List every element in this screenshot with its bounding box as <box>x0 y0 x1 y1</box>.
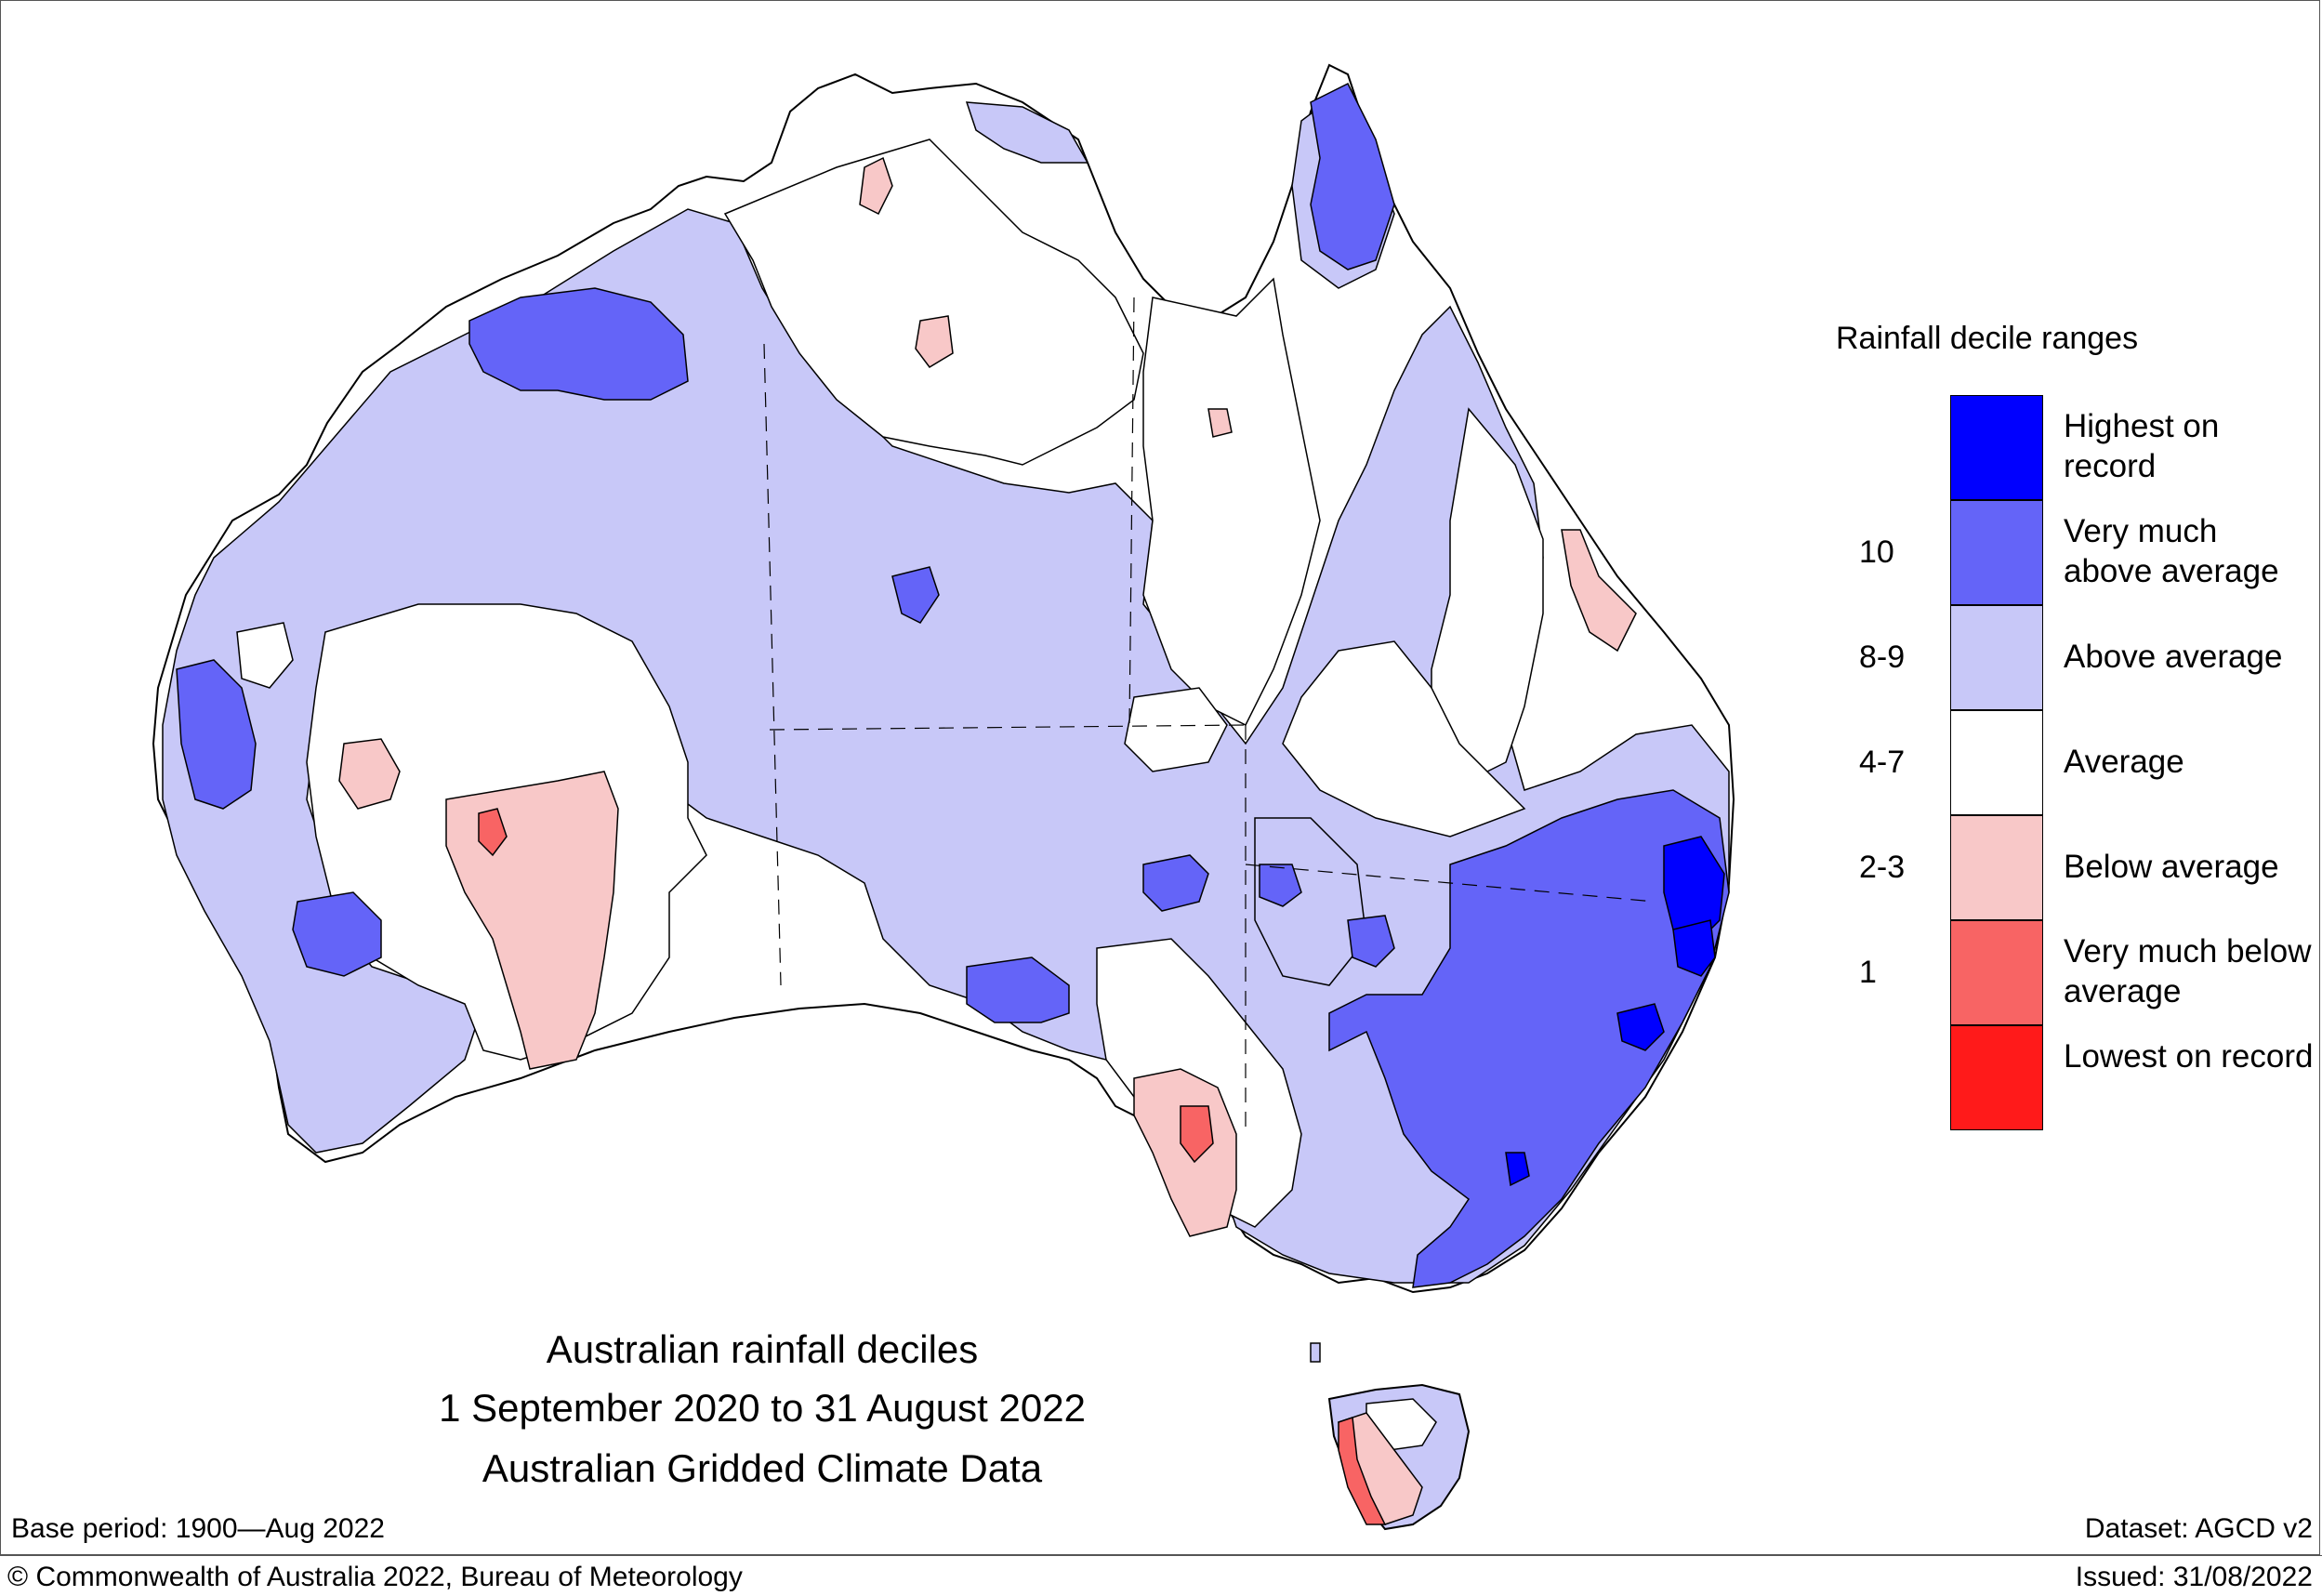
map-frame <box>0 0 2320 1555</box>
legend-decile-label: 8-9 <box>1859 640 1906 675</box>
legend-category-label: Very much below average <box>2064 933 2312 1009</box>
state-borders <box>763 297 1656 1134</box>
legend-swatch <box>1950 605 2043 710</box>
legend-decile-label: 2-3 <box>1859 850 1906 885</box>
legend-category-label: Above average <box>2064 639 2283 675</box>
legend-category-label: Very much above average <box>2064 513 2279 589</box>
dataset-text: Dataset: AGCD v2 <box>2084 1513 2313 1544</box>
legend-swatch <box>1950 1025 2043 1130</box>
legend-category-label: Average <box>2064 744 2184 780</box>
map-title: Australian rainfall deciles <box>546 1327 979 1371</box>
legend-swatch <box>1950 395 2043 500</box>
legend-category-label: Lowest on record <box>2064 1038 2314 1075</box>
legend-category-label: Highest on record <box>2064 408 2220 484</box>
legend-swatch <box>1950 500 2043 605</box>
legend-swatch <box>1950 920 2043 1025</box>
highest-on-record-regions <box>1505 836 1725 1187</box>
king-island <box>1310 1342 1321 1363</box>
base-period-text: Base period: 1900—Aug 2022 <box>11 1513 385 1544</box>
australia-rainfall-map <box>152 63 1735 1531</box>
very-much-above-average-regions <box>176 82 1730 1288</box>
legend-category-label: Below average <box>2064 849 2279 885</box>
footer-divider <box>0 1555 2322 1556</box>
legend-decile-label: 10 <box>1859 534 1894 570</box>
legend-swatch <box>1950 815 2043 920</box>
issued-date-text: Issued: 31/08/2022 <box>2075 1562 2313 1592</box>
very-much-below-average-regions <box>478 808 1214 1164</box>
copyright-text: © Commonwealth of Australia 2022, Bureau… <box>7 1562 743 1592</box>
legend-decile-label: 4-7 <box>1859 745 1906 780</box>
legend-title: Rainfall decile ranges <box>1836 321 2139 356</box>
legend-decile-label: 1 <box>1859 955 1877 990</box>
tasmania <box>1327 1383 1471 1531</box>
map-subtitle-period: 1 September 2020 to 31 August 2022 <box>439 1386 1086 1430</box>
map-subtitle-source: Australian Gridded Climate Data <box>482 1446 1043 1490</box>
legend-swatch <box>1950 710 2043 815</box>
